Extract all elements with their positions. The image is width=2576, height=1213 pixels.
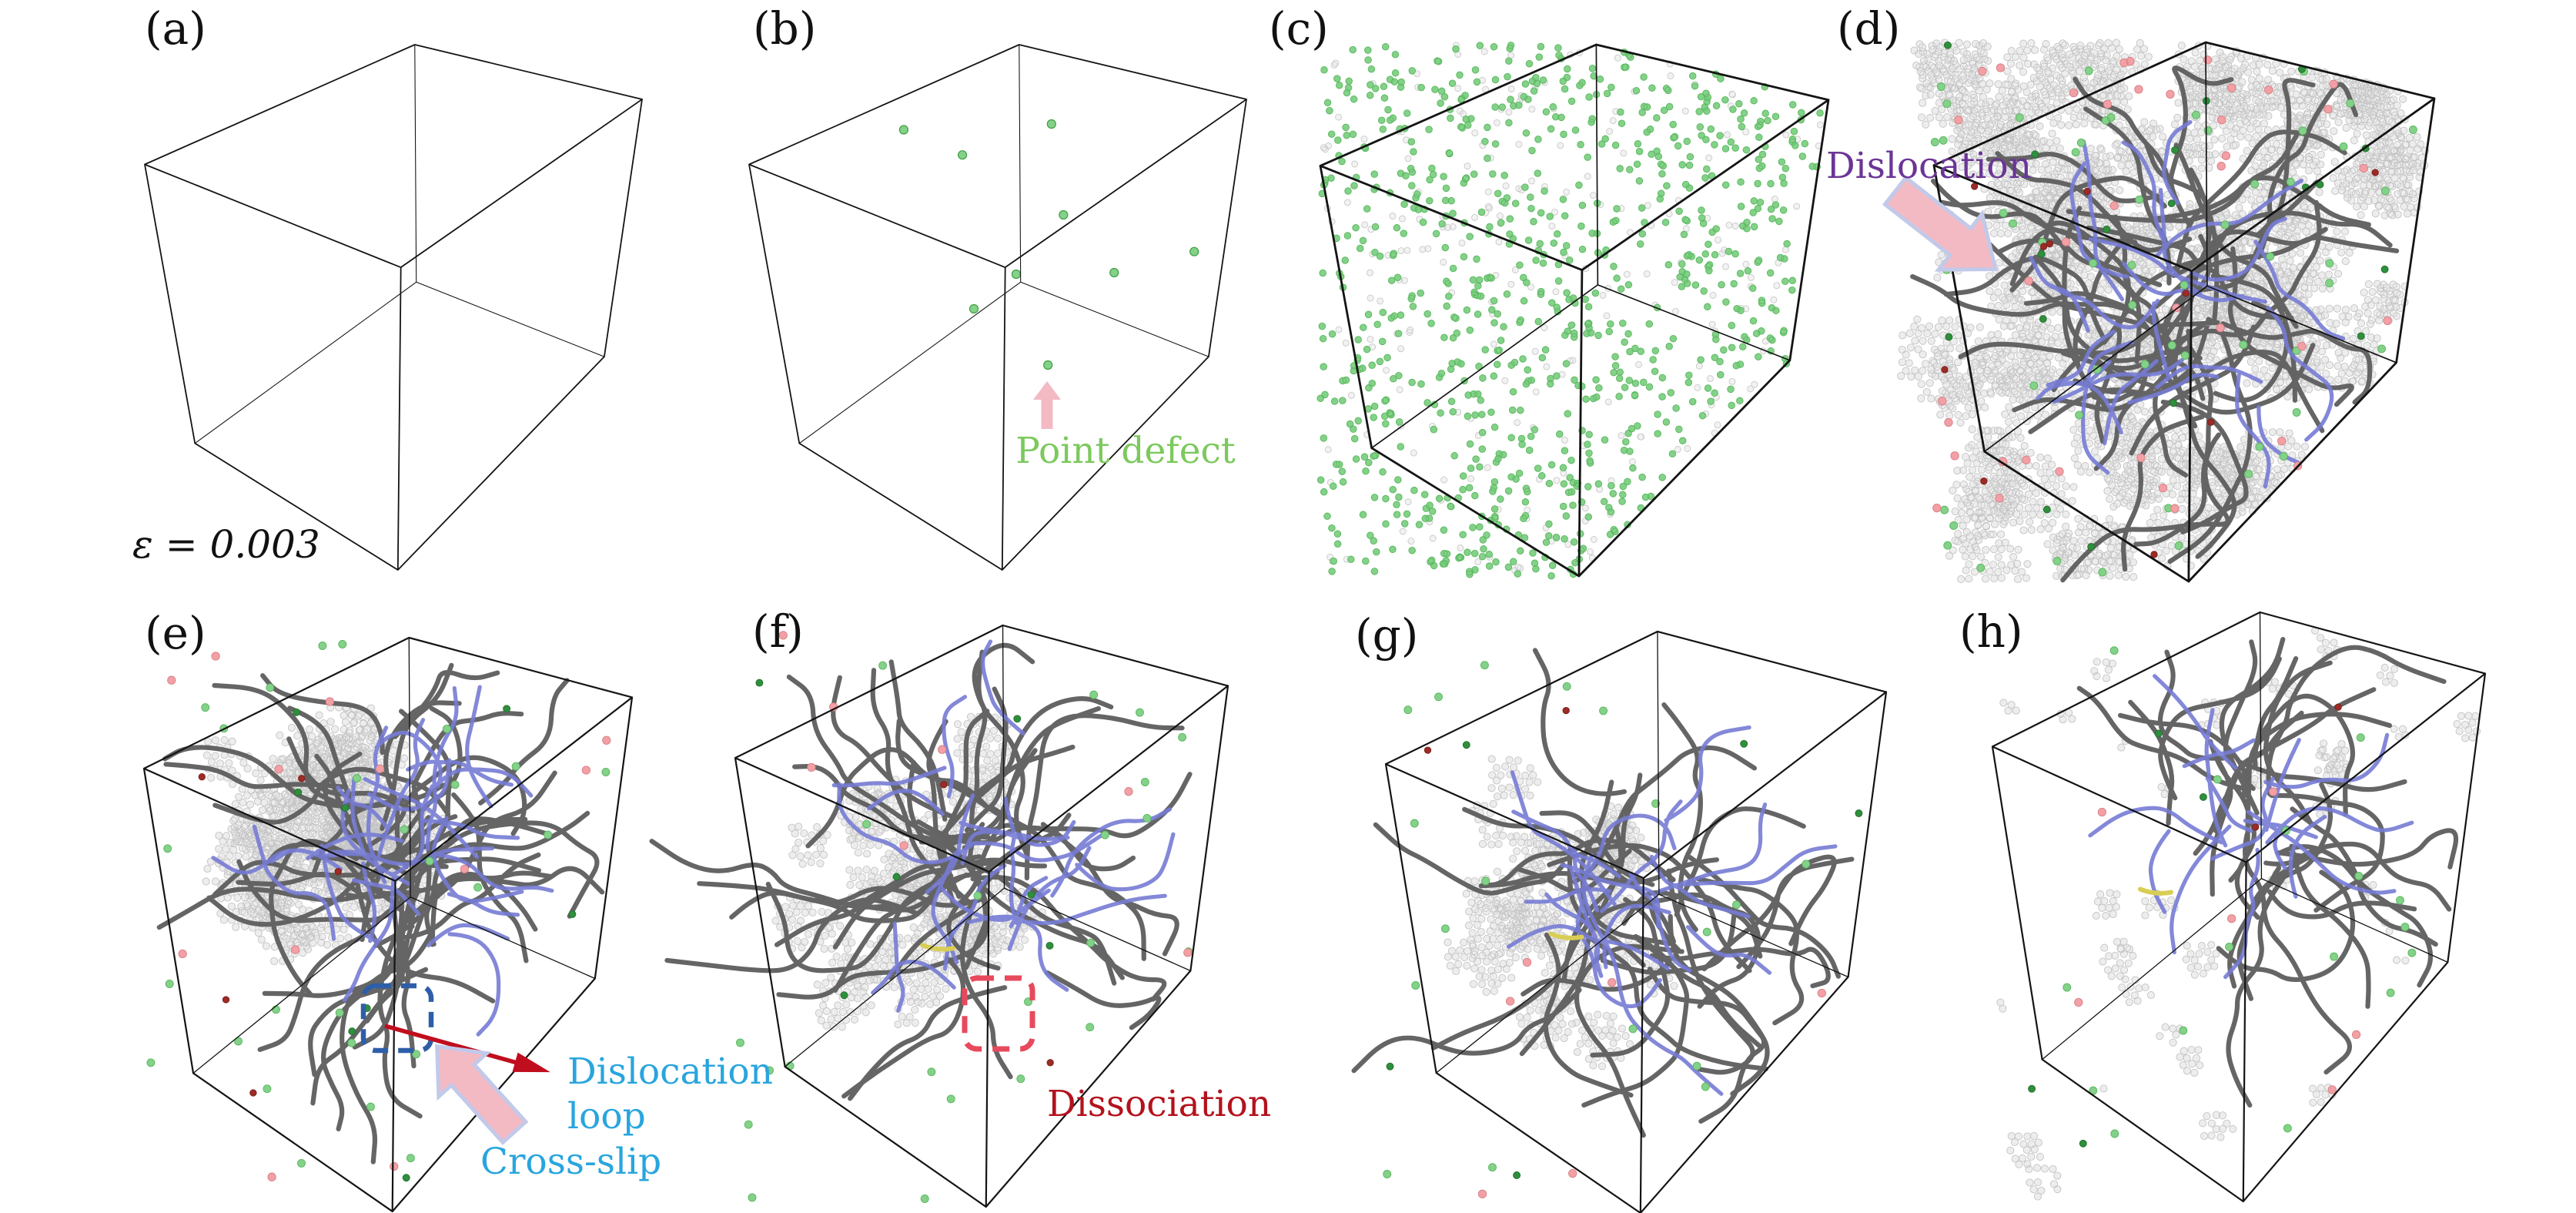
panel-h: (h) bbox=[1959, 605, 2487, 1203]
partial-dislocation-lines bbox=[211, 685, 554, 1037]
panel-e: (e) bbox=[142, 607, 634, 1213]
panel-label-f: (f) bbox=[752, 605, 804, 658]
red-arrowhead-icon bbox=[512, 1052, 550, 1073]
point-defect-dots bbox=[898, 119, 1199, 370]
simulation-box-hidden-edges bbox=[798, 44, 1209, 444]
panel-label-d: (d) bbox=[1837, 2, 1900, 55]
panel-label-h: (h) bbox=[1959, 605, 2023, 658]
simulation-box-wireframe bbox=[1932, 41, 2436, 583]
panel-label-c: (c) bbox=[1269, 2, 1329, 55]
dashed-highlight-box-blue bbox=[360, 983, 434, 1054]
simulation-box-wireframe bbox=[734, 624, 1229, 1208]
interstitial-dots-dark-green bbox=[755, 679, 1054, 1000]
simulation-box-wireframe bbox=[1384, 630, 1888, 1213]
strain-label: ε = 0.003 bbox=[132, 522, 320, 567]
simulation-box-hidden-edges bbox=[1371, 44, 1791, 449]
partial-dislocation-lines bbox=[1506, 725, 1838, 1096]
simulation-box-wireframe bbox=[748, 44, 1247, 571]
dislocation-lines bbox=[2076, 637, 2459, 1108]
vacancy-dots-salmon bbox=[167, 652, 611, 1181]
interstitial-dots-green bbox=[736, 661, 1193, 1203]
partial-dislocation-lines bbox=[2088, 674, 2414, 980]
annotation-point-defect: Point defect bbox=[1015, 430, 1236, 472]
pink-block-arrow-icon bbox=[435, 1044, 529, 1145]
vacancy-dots-salmon bbox=[2074, 787, 2361, 1094]
annotation-cross-slip: Cross-slip bbox=[480, 1141, 661, 1183]
simulation-box-hidden-edges bbox=[2042, 612, 2448, 1061]
red-arrow-icon bbox=[384, 1024, 529, 1068]
pink-block-arrow-icon bbox=[1882, 175, 1999, 272]
simulation-box-wireframe bbox=[144, 44, 643, 571]
panel-label-a: (a) bbox=[145, 2, 206, 55]
vacancy-dots-dark-red bbox=[940, 781, 1054, 1067]
stair-rod-segment bbox=[1548, 931, 1584, 940]
simulation-box-hidden-edges bbox=[1436, 631, 1848, 1074]
annotation-dislocation-loop-line2: loop bbox=[567, 1095, 646, 1138]
interstitial-dots-green bbox=[1930, 66, 2417, 577]
vacancy-dots-salmon bbox=[1932, 55, 2392, 513]
partial-dislocation-lines bbox=[2029, 120, 2346, 489]
interstitial-dots-dark-green bbox=[293, 705, 577, 1182]
simulation-box-wireframe bbox=[1319, 43, 1830, 578]
pink-block-arrow-icon bbox=[1033, 381, 1061, 429]
annotations-layer: ε = 0.003 Point defect Dislocation Dislocat… bbox=[132, 145, 2032, 1183]
panel-g: (g) bbox=[1351, 609, 1888, 1213]
interstitial-dots-dark-green bbox=[1386, 739, 1863, 1179]
vacancy-dots-salmon bbox=[778, 631, 1193, 957]
panel-b: (b) bbox=[748, 2, 1247, 571]
vacancy-dots-dark-red bbox=[198, 773, 342, 1097]
stair-rod-segment bbox=[2138, 886, 2173, 896]
simulation-box-hidden-edges bbox=[1984, 42, 2397, 452]
simulation-box-hidden-edges bbox=[194, 44, 605, 444]
interstitial-dots-dark-green bbox=[2028, 729, 2207, 1148]
annotation-dissociation: Dissociation bbox=[1047, 1083, 1271, 1125]
interstitial-dots-green bbox=[146, 640, 611, 1168]
atom-cloud bbox=[1996, 626, 2481, 1201]
panel-label-e: (e) bbox=[145, 607, 206, 659]
annotation-dislocation: Dislocation bbox=[1826, 145, 2032, 187]
vacancy-dots-salmon bbox=[1477, 957, 1826, 1198]
vacancy-dots-dark-red bbox=[2252, 703, 2342, 831]
vacancy-dots-dark-red bbox=[1423, 706, 1570, 754]
panel-a: (a) bbox=[144, 2, 643, 571]
panel-label-g: (g) bbox=[1355, 609, 1418, 662]
stair-rod-segment bbox=[920, 943, 956, 952]
simulation-box-wireframe bbox=[1991, 611, 2487, 1203]
point-defect-dots-white bbox=[1320, 42, 1824, 575]
interstitial-dots-dark-green bbox=[1943, 41, 2389, 551]
simulation-box-hidden-edges bbox=[192, 637, 596, 1074]
panel-f: (f) bbox=[649, 605, 1229, 1208]
panel-c: (c) bbox=[1269, 2, 1830, 580]
panel-label-b: (b) bbox=[753, 2, 816, 55]
annotation-dislocation-loop-line1: Dislocation bbox=[567, 1050, 773, 1093]
dashed-highlight-box-red bbox=[962, 975, 1035, 1052]
simulation-box-hidden-edges bbox=[785, 625, 1191, 1067]
interstitial-dots-green bbox=[2062, 646, 2417, 1138]
vacancy-dots-dark-red bbox=[1941, 169, 2379, 558]
panel-d: (d) bbox=[1837, 2, 2436, 583]
interstitial-dots-green bbox=[1383, 661, 1811, 1178]
